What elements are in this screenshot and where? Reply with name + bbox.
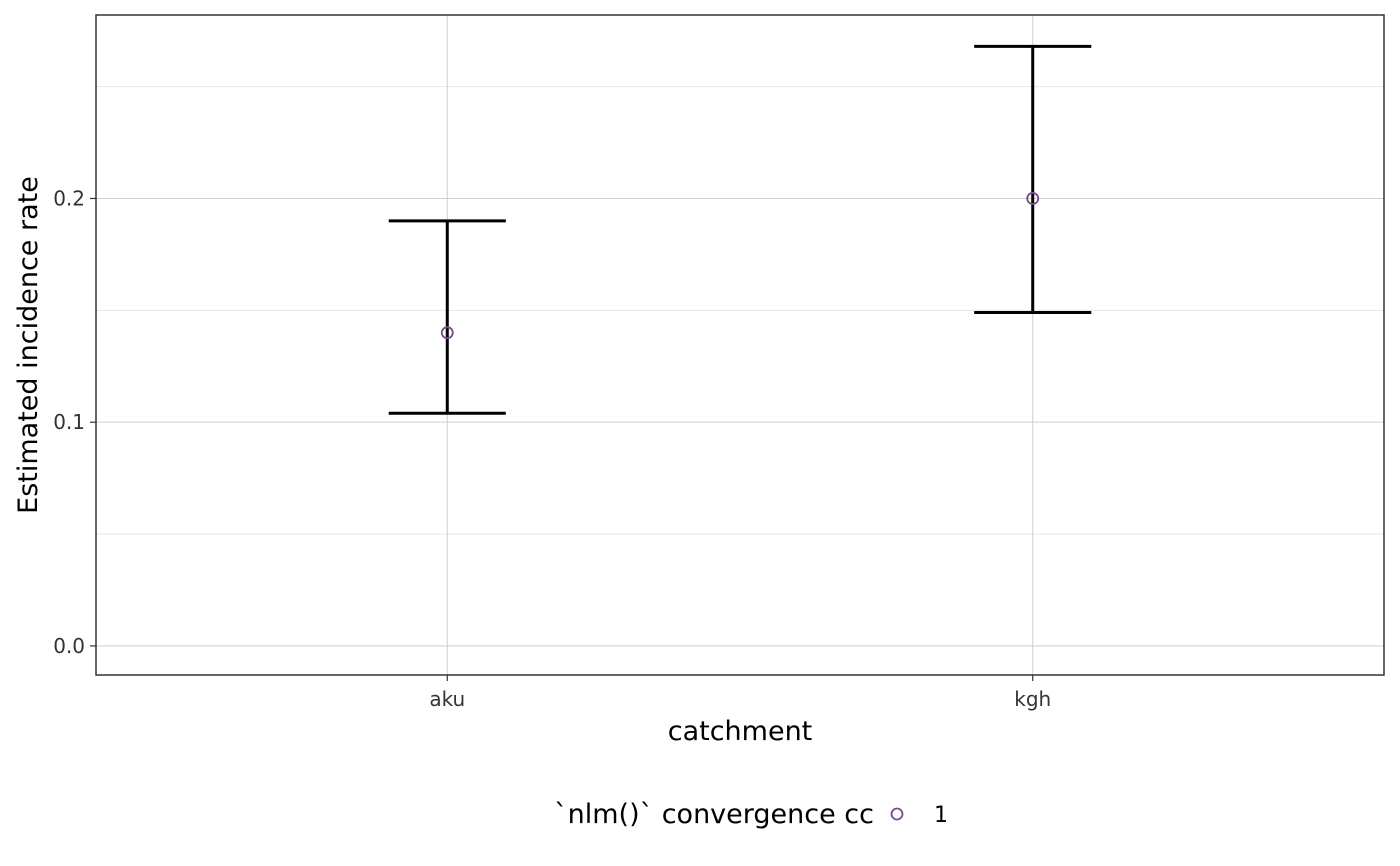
x-tick-label: aku bbox=[429, 687, 465, 711]
points bbox=[440, 192, 1040, 340]
legend: `nlm()` convergence cc 1 bbox=[554, 799, 948, 830]
x-axis-title: catchment bbox=[668, 716, 813, 747]
y-tick-label: 0.1 bbox=[53, 410, 85, 434]
data-point bbox=[440, 326, 454, 340]
legend-key-label: 1 bbox=[934, 803, 948, 828]
panel-border bbox=[95, 14, 1385, 676]
legend-key-point bbox=[890, 807, 904, 821]
x-axis-ticks: aku kgh bbox=[429, 675, 1051, 711]
errorbars bbox=[388, 44, 1092, 415]
y-axis-title: Estimated incidence rate bbox=[13, 176, 44, 514]
plot-background bbox=[96, 15, 1384, 675]
x-tick-label: kgh bbox=[1014, 687, 1051, 711]
data-point bbox=[1026, 192, 1040, 205]
legend-title: `nlm()` convergence cc bbox=[554, 799, 874, 830]
y-axis-ticks: 0.0 0.1 0.2 bbox=[53, 186, 96, 658]
y-tick-label: 0.2 bbox=[53, 186, 85, 210]
y-tick-label: 0.0 bbox=[53, 634, 85, 658]
minor-gridlines bbox=[96, 86, 1384, 535]
